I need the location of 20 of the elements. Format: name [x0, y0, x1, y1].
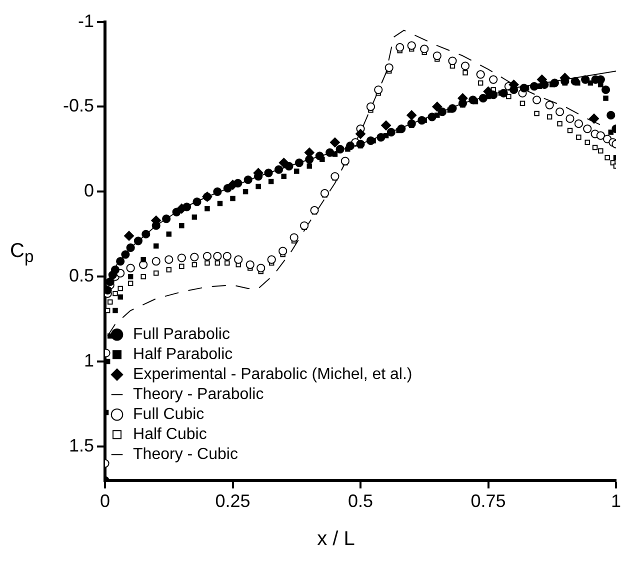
y-axis-title: C$_{p}$ [10, 240, 34, 267]
legend-label: Full Parabolic [133, 326, 230, 344]
legend-label: Half Cubic [133, 426, 207, 444]
legend-label: Full Cubic [133, 406, 204, 424]
legend-label: Half Parabolic [133, 346, 233, 364]
y-tick-label: 1.5 [68, 435, 94, 456]
y-tick-label: 0.5 [68, 266, 94, 286]
y-tick-label: 1 [84, 350, 94, 370]
legend-label: Theory - Cubic [133, 446, 238, 464]
x-tick-label: 0.5 [348, 491, 374, 512]
y-tick-label: -0.5 [62, 96, 94, 116]
legend-label: Theory - Parabolic [133, 386, 264, 404]
x-tick-label: 0.75 [470, 491, 506, 512]
x-axis-title: x / L [316, 528, 356, 551]
legend-label: Experimental - Parabolic (Michel, et al.) [133, 366, 412, 384]
x-tick-label: 0.25 [215, 491, 250, 512]
x-tick-label: 1 [610, 491, 621, 512]
y-tick-label: -1 [78, 10, 94, 31]
y-tick-label: 0 [84, 180, 94, 201]
x-tick-label: 0 [100, 491, 110, 512]
